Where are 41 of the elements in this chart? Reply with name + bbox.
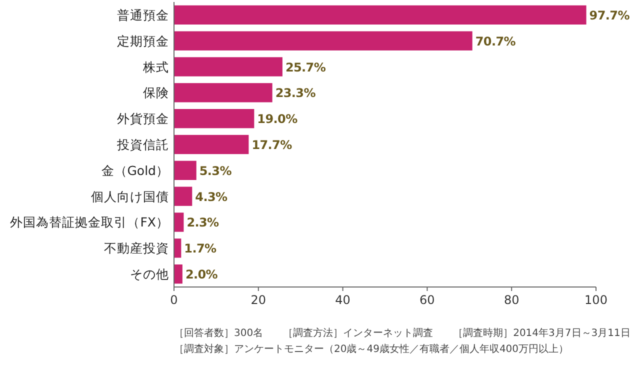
bar: [174, 134, 249, 154]
y-tick-label: 不動産投資: [104, 240, 169, 256]
bar: [174, 160, 196, 180]
bar: [174, 264, 182, 284]
x-tick-label: 100: [584, 293, 608, 307]
y-tick-label: 普通預金: [117, 7, 169, 22]
y-tick-label: 外国為替証拠金取引（FX）: [10, 214, 169, 230]
data-label: 19.0%: [257, 112, 298, 126]
y-tick-label: 定期預金: [117, 33, 169, 48]
text: ［回答者数］300名 ［調査方法］インターネット調査 ［調査時期］2014年3月7日～3月11日: [174, 327, 630, 339]
bar: [174, 238, 182, 258]
x-tick-label: 60: [420, 293, 435, 307]
data-label: 2.3%: [186, 216, 220, 230]
y-tick-label: 個人向け国債: [91, 188, 169, 204]
bar: [174, 31, 472, 50]
x-tick-label: 20: [250, 293, 266, 307]
data-label: 4.3%: [195, 190, 228, 204]
data-label: 5.3%: [199, 164, 232, 178]
data-label: 2.0%: [185, 268, 218, 282]
y-tick-label: 投資信託: [116, 137, 169, 152]
data-label: 25.7%: [285, 60, 326, 74]
y-tick-label: 外貨預金: [117, 111, 169, 126]
y-tick-label: 株式: [142, 59, 169, 74]
bar: [174, 5, 586, 25]
bar: [174, 57, 282, 76]
data-label: 1.7%: [184, 242, 217, 256]
x-tick-label: 0: [170, 293, 178, 307]
y-tick-label: その他: [130, 266, 169, 282]
data-label: 97.7%: [589, 8, 630, 22]
y-tick-label: 金（Gold）: [101, 162, 169, 178]
x-tick-label: 40: [335, 293, 350, 307]
bar: [174, 109, 254, 128]
bar: [174, 212, 184, 232]
bar: [174, 186, 192, 206]
bar: [174, 83, 272, 102]
x-tick-label: 80: [504, 293, 520, 307]
text: ［調査対象］アンケートモニター（20歳～49歳女性／有職者／個人年収400万円以上）: [174, 343, 569, 355]
y-tick-label: 保険: [143, 85, 169, 100]
data-label: 23.3%: [275, 86, 316, 100]
data-label: 17.7%: [252, 138, 292, 152]
data-label: 70.7%: [475, 34, 516, 48]
